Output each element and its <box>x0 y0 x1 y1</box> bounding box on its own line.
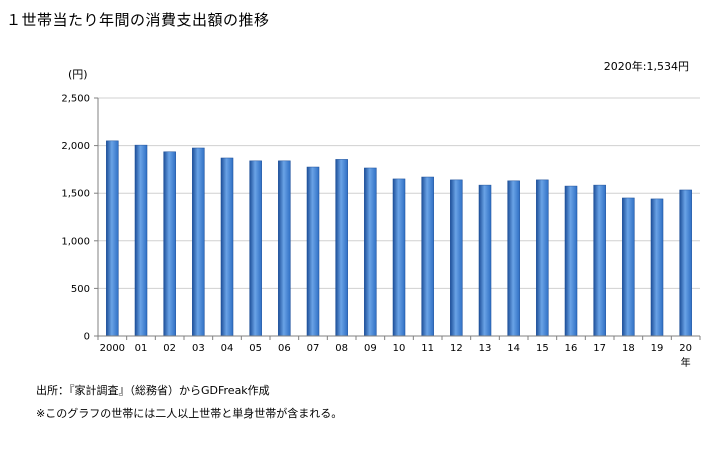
x-tick-label: 05 <box>249 343 262 354</box>
x-tick-label: 17 <box>593 343 606 354</box>
x-tick-label: 20 <box>679 343 692 354</box>
x-tick-label: 2000 <box>100 343 125 354</box>
x-tick-label: 15 <box>536 343 549 354</box>
x-tick-label: 19 <box>651 343 664 354</box>
bar-2000 <box>106 140 119 337</box>
x-tick-label: 11 <box>421 343 434 354</box>
x-tick-label: 18 <box>622 343 635 354</box>
x-tick-label: 06 <box>278 343 291 354</box>
x-tick-label: 08 <box>335 343 348 354</box>
bar-15 <box>536 179 549 337</box>
bar-20 <box>679 189 692 337</box>
y-tick-label: 500 <box>71 284 90 295</box>
y-tick-label: 0 <box>84 332 90 343</box>
x-tick-label: 13 <box>479 343 492 354</box>
source-note: 出所：『家計調査』（総務省）からGDFreak作成 <box>36 384 270 397</box>
bar-03 <box>192 147 205 337</box>
x-tick-label: 16 <box>565 343 578 354</box>
tick-labels: 0 500 1,000 1,500 2,000 2,500 2000 01 02 03 04 05 06… <box>61 94 692 370</box>
chart-title: １世帯当たり年間の消費支出額の推移 <box>6 11 270 29</box>
x-tick-label: 07 <box>307 343 320 354</box>
bar-06 <box>278 160 291 337</box>
axes <box>94 97 701 340</box>
bar-09 <box>364 167 377 337</box>
bar-08 <box>335 159 348 337</box>
x-tick-label: 09 <box>364 343 377 354</box>
bar-16 <box>564 185 578 337</box>
bar-10 <box>392 178 406 337</box>
x-tick-label: 02 <box>163 343 176 354</box>
x-tick-label: 04 <box>221 343 234 354</box>
bar-02 <box>163 151 176 337</box>
x-axis-label: 年 <box>681 356 691 369</box>
x-tick-label: 14 <box>507 343 520 354</box>
bar-04 <box>220 157 234 337</box>
bar-14 <box>507 180 520 337</box>
bar-05 <box>249 160 262 337</box>
x-tick-label: 10 <box>393 343 406 354</box>
bar-12 <box>450 179 463 337</box>
footnote: ※このグラフの世帯には二人以上世帯と単身世帯が含まれる。 <box>36 407 343 420</box>
bars <box>106 140 692 337</box>
y-tick-label: 1,500 <box>61 189 90 200</box>
y-tick-label: 2,500 <box>61 94 90 105</box>
bar-13 <box>478 184 492 337</box>
bar-01 <box>134 144 148 337</box>
x-tick-label: 01 <box>135 343 148 354</box>
bar-17 <box>593 184 606 337</box>
x-tick-label: 03 <box>192 343 205 354</box>
latest-value-annotation: 2020年:1,534円 <box>603 60 689 73</box>
y-tick-label: 2,000 <box>61 141 90 152</box>
y-axis-unit-label: (円) <box>68 68 88 81</box>
bar-07 <box>306 166 320 337</box>
bar-11 <box>421 176 434 337</box>
bar-19 <box>650 198 664 337</box>
y-tick-label: 1,000 <box>61 236 90 247</box>
x-tick-label: 12 <box>450 343 463 354</box>
bar-18 <box>622 197 635 337</box>
